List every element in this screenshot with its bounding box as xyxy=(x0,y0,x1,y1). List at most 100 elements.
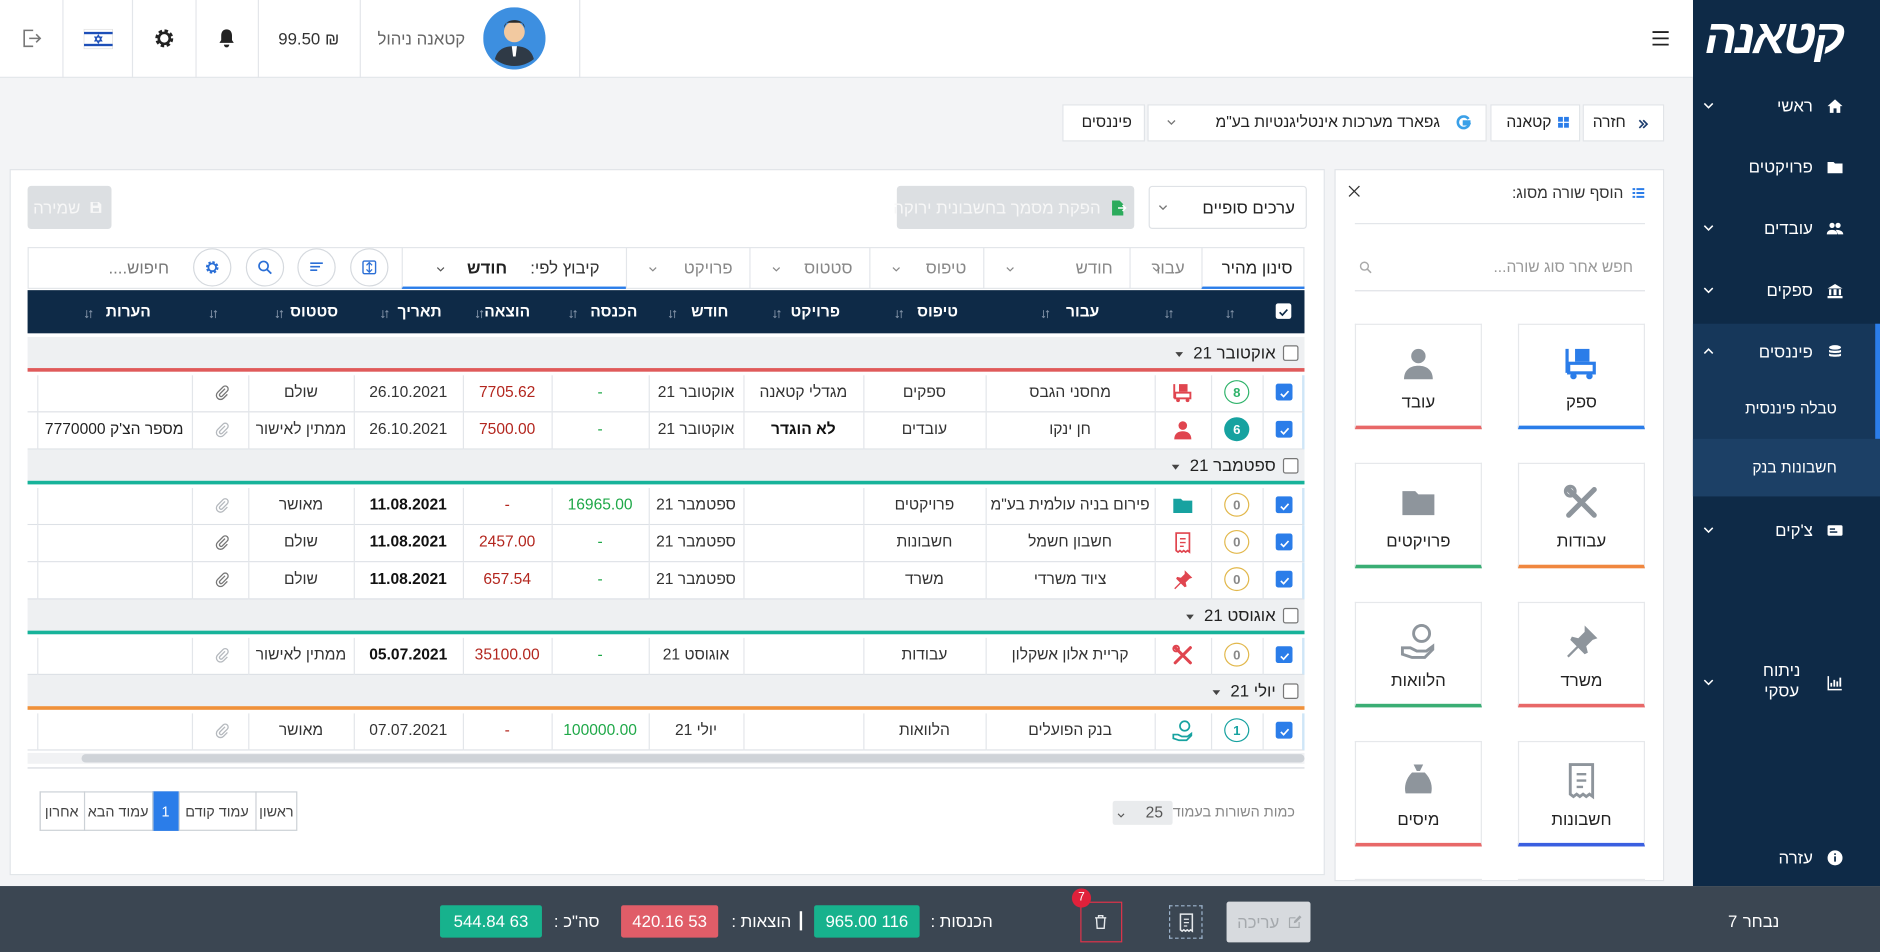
cell-type: חשבונות xyxy=(896,532,953,551)
cell-border xyxy=(863,637,865,676)
group-header[interactable]: יולי 21 xyxy=(1210,675,1299,706)
row-check xyxy=(1279,502,1289,510)
filter-tab[interactable] xyxy=(983,246,1129,289)
sort-icon xyxy=(771,306,783,319)
group-checkbox[interactable] xyxy=(1282,607,1299,623)
type-card[interactable] xyxy=(1517,601,1646,708)
view-select[interactable] xyxy=(1148,185,1307,230)
cell-border xyxy=(1210,713,1213,751)
select-chevron xyxy=(1158,205,1168,211)
page-button[interactable] xyxy=(178,791,256,831)
group-header[interactable]: ספטמבר 21 xyxy=(1169,450,1299,481)
column-header[interactable]: סטטוס xyxy=(290,302,339,321)
breadcrumb-item[interactable] xyxy=(1490,104,1581,142)
menu-item[interactable]: פרויקטים xyxy=(1748,157,1813,177)
copy-button[interactable] xyxy=(1169,905,1203,939)
menu-item[interactable]: פיננסים xyxy=(1758,341,1813,361)
cell-border xyxy=(191,525,194,563)
cell-border xyxy=(985,713,987,751)
row-checkbox[interactable] xyxy=(1275,533,1293,551)
group-label: ספטמבר 21 xyxy=(1189,455,1276,475)
column-header[interactable]: תאריך xyxy=(397,302,442,321)
column-header[interactable]: הכנסה xyxy=(590,302,638,321)
menu-item[interactable]: צ'קים xyxy=(1775,520,1813,540)
breadcrumb-item[interactable] xyxy=(1147,104,1487,142)
attachment-icon xyxy=(215,421,229,437)
row-type-icon xyxy=(1171,719,1194,742)
breadcrumb-item[interactable] xyxy=(1062,104,1146,142)
page-button[interactable] xyxy=(255,791,297,831)
menu-icon xyxy=(1825,848,1843,866)
row-checkbox[interactable] xyxy=(1275,496,1293,514)
tool-button[interactable] xyxy=(193,248,232,287)
attachment-icon xyxy=(215,571,229,587)
invoice-icon xyxy=(1117,203,1127,211)
menu-item[interactable]: ניתוח עסקי xyxy=(1762,660,1801,701)
menu-item[interactable]: ספקים xyxy=(1766,280,1813,300)
menu-item[interactable]: ראשי xyxy=(1777,95,1813,116)
column-header[interactable]: הוצאה xyxy=(484,302,531,321)
page-button[interactable] xyxy=(83,791,152,831)
column-header[interactable]: הערות xyxy=(105,302,151,321)
scroll-thumb[interactable] xyxy=(81,754,1305,763)
type-card[interactable] xyxy=(1354,462,1482,569)
attachment-icon xyxy=(214,647,230,663)
group-header[interactable]: אוקטובר 21 xyxy=(1173,337,1299,368)
filter-tab[interactable] xyxy=(749,246,869,289)
cell-border xyxy=(1210,637,1213,676)
filter-tab[interactable] xyxy=(869,246,983,289)
column-header[interactable]: עבור xyxy=(1066,302,1100,321)
group-caret xyxy=(1184,608,1197,621)
menu-chevron xyxy=(1703,527,1714,534)
filter-tab[interactable] xyxy=(625,246,749,289)
group-checkbox[interactable] xyxy=(1282,457,1299,473)
cell-status: שולם xyxy=(283,382,318,401)
header-checkbox[interactable] xyxy=(1275,303,1292,319)
type-icon xyxy=(1402,491,1435,516)
group-by[interactable] xyxy=(401,246,626,289)
settings-icon xyxy=(155,29,174,48)
type-card[interactable] xyxy=(1517,462,1646,569)
cell-date: 26.10.2021 xyxy=(369,382,448,401)
row-check xyxy=(1279,539,1289,548)
filter-tab[interactable] xyxy=(1129,246,1201,289)
menu-item[interactable]: עזרה xyxy=(1778,847,1813,867)
invoice-button[interactable] xyxy=(896,185,1135,230)
type-card[interactable] xyxy=(1517,323,1646,430)
submenu-item[interactable]: חשבונות בנק xyxy=(1752,458,1837,476)
group-checkbox[interactable] xyxy=(1282,682,1299,699)
row-checkbox[interactable] xyxy=(1275,646,1293,664)
type-search[interactable] xyxy=(1354,248,1646,292)
type-card[interactable] xyxy=(1354,601,1482,708)
menu-item[interactable]: עובדים xyxy=(1763,218,1813,238)
cell-border xyxy=(248,637,250,676)
column-header[interactable]: חודש xyxy=(691,302,729,321)
cell-border xyxy=(551,412,553,450)
submenu-item[interactable]: טבלה פיננסית xyxy=(1745,399,1837,418)
page-button[interactable] xyxy=(152,791,179,831)
row-checkbox[interactable] xyxy=(1275,383,1293,401)
row-checkbox[interactable] xyxy=(1275,420,1293,438)
save-icon xyxy=(89,200,103,214)
breadcrumb-item[interactable] xyxy=(1582,104,1665,142)
tool-button[interactable] xyxy=(245,248,285,287)
row-checkbox[interactable] xyxy=(1275,570,1293,588)
count-badge: 6 xyxy=(1224,417,1250,442)
filter-tab[interactable] xyxy=(1201,246,1305,289)
delete-button[interactable] xyxy=(1080,901,1123,943)
group-checkbox[interactable] xyxy=(1282,344,1299,361)
page-button[interactable] xyxy=(39,791,84,831)
cell-border xyxy=(248,487,250,526)
cell-border xyxy=(191,713,194,751)
group-header[interactable]: אוגוסט 21 xyxy=(1184,599,1299,630)
type-card[interactable] xyxy=(1354,740,1482,847)
menu-chevron xyxy=(1703,679,1714,686)
rows-per-page-select[interactable] xyxy=(1112,800,1173,825)
column-header[interactable]: פרויקט xyxy=(790,302,841,321)
row-checkbox[interactable] xyxy=(1275,721,1293,739)
search-placeholder: חיפוש.... xyxy=(108,257,170,277)
sort-icon xyxy=(893,306,905,319)
column-header[interactable]: טיפוס xyxy=(917,302,959,321)
company-chevron xyxy=(1167,120,1176,126)
company-chevron xyxy=(1167,120,1176,126)
